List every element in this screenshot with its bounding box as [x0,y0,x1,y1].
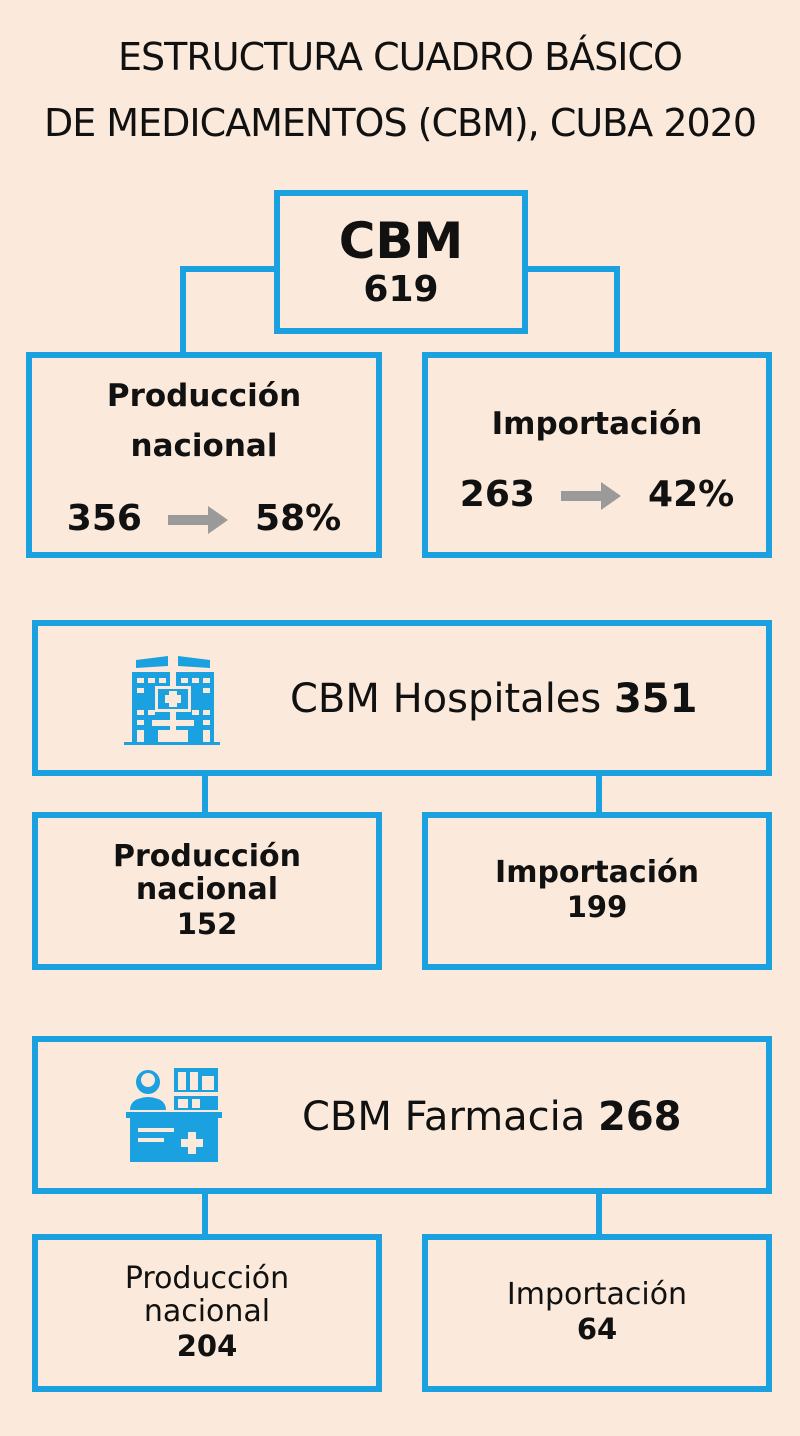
importacion-label: Importación [491,406,703,442]
farmacia-importacion-box: Importación 64 [422,1234,772,1392]
connector-farm-right [596,1194,602,1236]
arrow-right-icon [168,506,229,534]
nacional-count: 356 [66,498,142,539]
hosp-importacion-count: 199 [566,890,628,924]
nacional-label-2: nacional [130,427,278,464]
hosp-importacion-label: Importación [495,855,699,890]
farm-nacional-label-1: Producción [124,1261,290,1296]
arrow-right-icon [561,482,622,510]
connector-top-right-v [614,266,620,358]
connector-top-left-v [180,266,186,358]
cbm-total-box: CBM 619 [274,190,528,334]
connector-hosp-right [596,776,602,814]
farmacia-title: CBM Farmacia 268 [302,1094,682,1140]
hospitales-total: 351 [613,676,698,722]
farmacia-total: 268 [598,1094,682,1140]
title-line-2: DE MEDICAMENTOS (CBM), CUBA 2020 [43,101,757,145]
hosp-nacional-label-2: nacional [135,872,279,907]
hospitales-title: CBM Hospitales 351 [290,676,697,722]
cbm-total: 619 [363,269,439,310]
farmacia-label: CBM Farmacia [302,1094,586,1140]
connector-farm-left [202,1194,208,1236]
connector-hosp-left [202,776,208,814]
hospitales-nacional-box: Producción nacional 152 [32,812,382,970]
hospitales-importacion-box: Importación 199 [422,812,772,970]
farm-importacion-label: Importación [506,1277,688,1312]
nacional-values: 356 58% [32,498,376,539]
pharmacist-counter-icon [126,1068,222,1162]
farm-importacion-count: 64 [576,1312,618,1346]
hosp-nacional-label-1: Producción [112,839,302,874]
connector-top-left-h [180,266,280,272]
nacional-box: Producción nacional 356 58% [26,352,382,558]
hospitales-label: CBM Hospitales [290,676,602,722]
nacional-label-1: Producción [106,378,302,414]
farmacia-nacional-box: Producción nacional 204 [32,1234,382,1392]
nacional-percent: 58% [255,498,342,539]
hospital-building-icon [124,656,220,745]
importacion-percent: 42% [648,474,735,515]
connector-top-right-h [522,266,620,272]
hosp-nacional-count: 152 [176,907,238,941]
importacion-values: 263 42% [428,474,766,515]
farm-nacional-label-2: nacional [143,1294,271,1329]
farm-nacional-count: 204 [176,1329,238,1363]
title-line-1: ESTRUCTURA CUADRO BÁSICO [118,35,683,79]
importacion-box: Importación 263 42% [422,352,772,558]
importacion-count: 263 [459,474,535,515]
cbm-label: CBM [338,212,464,270]
